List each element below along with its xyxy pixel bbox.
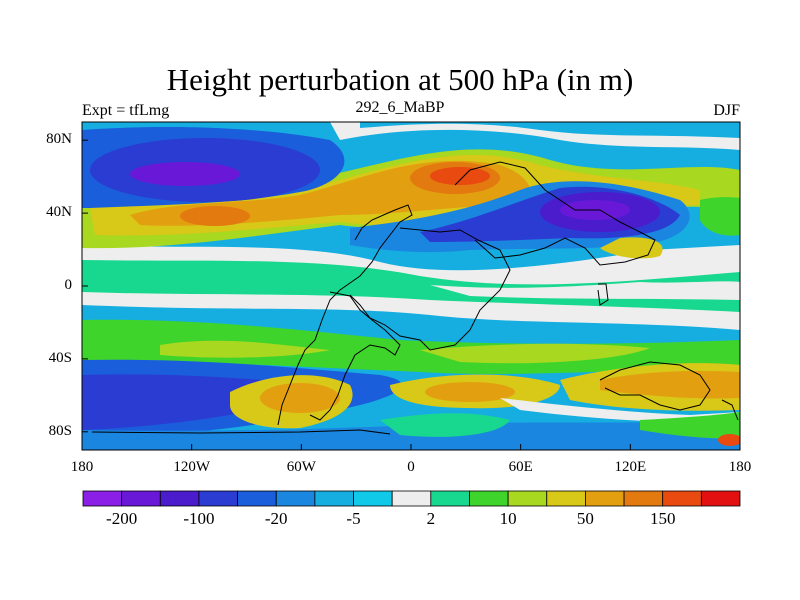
lat-tick-label: 40N	[46, 204, 72, 221]
longitude-ticks	[81, 444, 741, 450]
colorbar-swatch	[391, 490, 432, 507]
lon-tick-label: 180	[70, 459, 94, 475]
lon-tick-label: 60E	[508, 459, 533, 475]
colorbar-label: 2	[426, 509, 436, 528]
colorbar-swatch	[430, 490, 470, 507]
colorbar-swatch	[314, 490, 354, 507]
lat-tick-label: 0	[64, 277, 73, 293]
colorbar-swatch	[623, 490, 664, 507]
chart-title: Height perturbation at 500 hPa (in m)	[166, 62, 634, 97]
colorbar-swatch	[469, 490, 509, 507]
contour-field	[82, 122, 740, 450]
colorbar-label: 10	[499, 509, 517, 528]
lat-tick-label: 80N	[46, 131, 72, 148]
colorbar-swatch	[198, 490, 238, 507]
colorbar-swatch	[546, 490, 586, 507]
colorbar-swatch	[237, 490, 277, 507]
experiment-label: Expt = tfLmg	[82, 102, 170, 119]
colorbar-swatch	[159, 490, 200, 507]
lon-tick-label: 120E	[614, 459, 647, 475]
colorbar-swatch	[700, 490, 741, 507]
lon-tick-label: 0	[407, 459, 415, 475]
colorbar	[82, 490, 741, 507]
colorbar-swatch	[585, 490, 625, 507]
lon-tick-label: 180	[728, 459, 752, 475]
colorbar-label: -200	[106, 509, 138, 528]
colorbar-label: 150	[649, 509, 676, 528]
lon-tick-label: 60W	[286, 459, 316, 475]
colorbar-swatch	[121, 490, 161, 507]
season-label: DJF	[713, 102, 740, 119]
lat-tick-label: 40S	[48, 349, 72, 366]
latitude-ticks	[82, 139, 88, 433]
colorbar-swatch	[507, 490, 548, 507]
lon-tick-label: 120W	[173, 459, 210, 475]
lat-tick-label: 80S	[48, 422, 72, 439]
colorbar-label: -5	[346, 509, 361, 528]
period-label: 292_6_MaBP	[355, 99, 445, 116]
colorbar-label: 50	[576, 509, 594, 528]
colorbar-swatch	[353, 490, 393, 507]
colorbar-label: -20	[264, 509, 288, 528]
colorbar-swatch	[275, 490, 316, 507]
colorbar-label: -100	[183, 509, 215, 528]
colorbar-swatch	[662, 490, 702, 507]
colorbar-swatch	[82, 490, 123, 507]
